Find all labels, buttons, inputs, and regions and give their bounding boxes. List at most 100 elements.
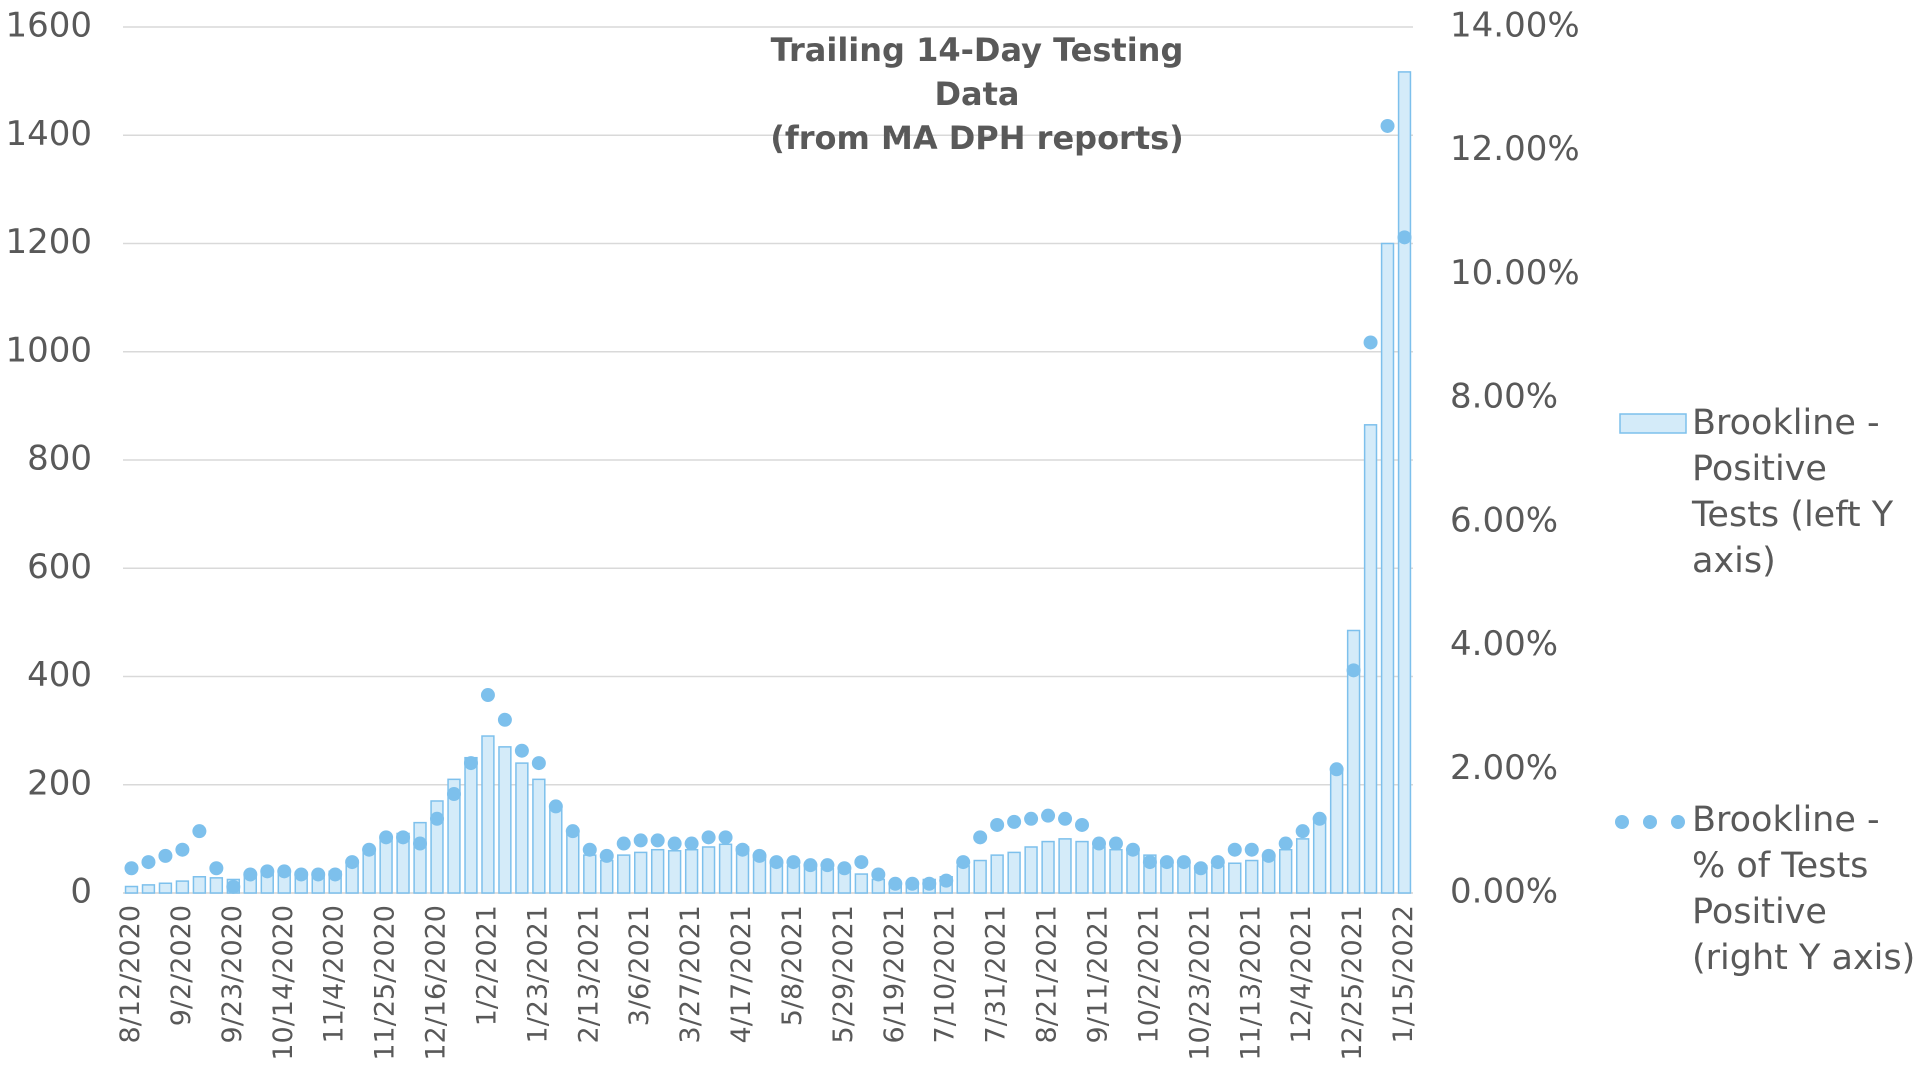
bar (464, 756, 478, 894)
dot (922, 876, 937, 891)
bar (175, 880, 190, 894)
bar (549, 805, 563, 894)
x-tick-label: 1/15/2022 (1388, 905, 1419, 1043)
bar (701, 846, 716, 894)
y2-tick-label: 0.00% (1450, 872, 1558, 912)
bar (498, 746, 512, 894)
dot (277, 864, 292, 879)
dot (1261, 848, 1276, 863)
bar (379, 838, 393, 894)
bar (650, 848, 665, 894)
y-tick-label: 800 (27, 439, 92, 479)
dot (463, 756, 478, 771)
bar (1211, 865, 1225, 894)
x-tick-label: 9/23/2020 (217, 905, 248, 1043)
bar (752, 857, 767, 894)
bar (1279, 848, 1293, 894)
bar (1109, 848, 1123, 894)
dot (1329, 762, 1344, 777)
dot (1312, 811, 1327, 826)
dot (803, 858, 818, 873)
dot (1244, 842, 1259, 857)
bar (141, 884, 156, 894)
y2-tick-label: 2.00% (1450, 748, 1558, 788)
bar (1346, 629, 1361, 894)
dot (1227, 842, 1242, 857)
dot (345, 855, 360, 870)
bar (1007, 851, 1021, 894)
bar (447, 778, 461, 894)
x-tick-label: 8/21/2021 (1032, 905, 1063, 1043)
dot (888, 876, 903, 891)
dot (1091, 836, 1106, 851)
dot (175, 842, 190, 857)
dot (1058, 811, 1073, 826)
dot (837, 861, 852, 876)
dot (939, 873, 954, 888)
x-tick-label: 3/27/2021 (675, 905, 706, 1043)
bar (854, 873, 869, 894)
x-tick-label: 1/23/2021 (522, 905, 553, 1043)
dot (1346, 663, 1361, 678)
bar (158, 882, 173, 894)
dot (1024, 811, 1039, 826)
dot (667, 836, 682, 851)
dot (446, 787, 461, 802)
bar (634, 851, 648, 894)
x-tick-label: 7/10/2021 (930, 905, 961, 1043)
bar (1295, 838, 1310, 894)
dot (413, 836, 428, 851)
dot (1041, 808, 1056, 823)
x-tick-label: 1/2/2021 (471, 905, 502, 1026)
dot (548, 799, 563, 814)
dot (311, 867, 326, 882)
y2-tick-label: 10.00% (1450, 253, 1580, 293)
bar (430, 800, 444, 894)
bar (1126, 851, 1140, 894)
bar (481, 735, 495, 894)
dot (209, 861, 224, 876)
dot (1125, 842, 1140, 857)
dot (1363, 335, 1378, 350)
dot (260, 864, 275, 879)
dot (1075, 817, 1090, 832)
legend-swatch (1619, 413, 1687, 434)
y2-tick-label: 6.00% (1450, 500, 1558, 540)
x-tick-label: 10/2/2021 (1133, 905, 1164, 1043)
dot (497, 712, 512, 727)
bar (1058, 838, 1072, 894)
dot (294, 867, 309, 882)
dot (362, 842, 377, 857)
x-tick-label: 11/4/2020 (319, 905, 350, 1043)
y-tick-label: 0 (70, 872, 92, 912)
x-tick-label: 10/14/2020 (268, 905, 299, 1061)
dot (1142, 855, 1157, 870)
dot (650, 833, 665, 848)
x-tick-label: 9/11/2021 (1082, 905, 1113, 1043)
bar (209, 877, 224, 894)
bar (566, 832, 580, 894)
dot (1176, 855, 1191, 870)
dot (565, 824, 580, 839)
bar (515, 762, 529, 894)
bar (667, 850, 682, 894)
legend-swatch (1615, 815, 1629, 829)
dot (973, 830, 988, 845)
dot (616, 836, 631, 851)
dot (735, 842, 750, 857)
y-tick-label: 200 (27, 763, 92, 803)
bar (192, 876, 207, 894)
legend-label: Brookline - Positive Tests (left Y axis) (1692, 403, 1894, 581)
y-tick-label: 1400 (5, 114, 92, 154)
dot (990, 817, 1005, 832)
x-tick-label: 9/2/2020 (166, 905, 197, 1026)
dot (1007, 814, 1022, 829)
legend-label: Brookline - % of Tests Positive (right Y… (1692, 800, 1916, 978)
dot (599, 848, 614, 863)
bar (1041, 840, 1055, 894)
legend-swatch (1643, 815, 1657, 829)
x-tick-label: 11/13/2021 (1235, 905, 1266, 1061)
dot (854, 855, 869, 870)
x-tick-label: 8/12/2020 (115, 905, 146, 1043)
